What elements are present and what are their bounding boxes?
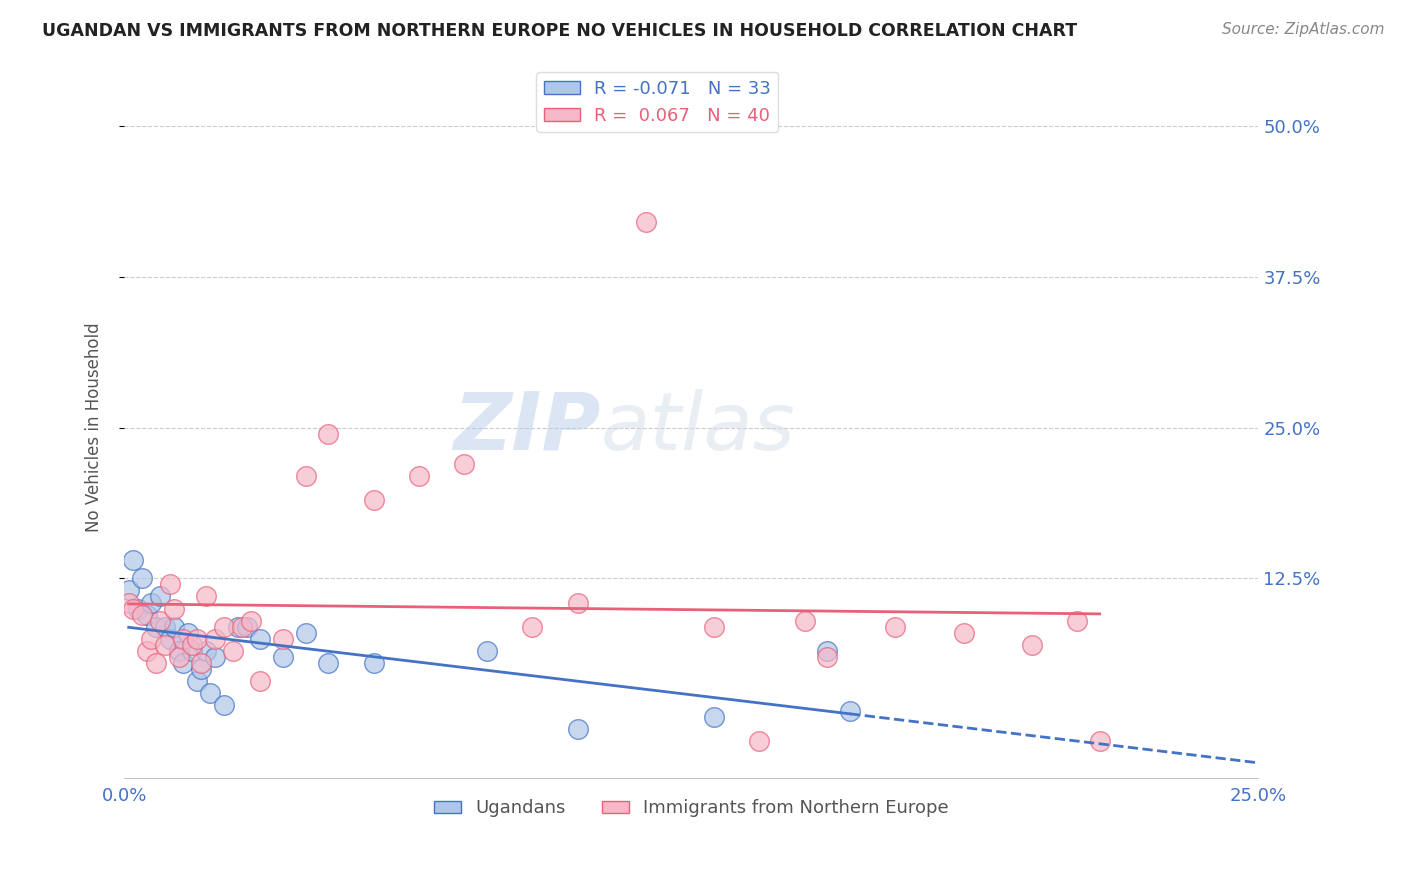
Point	[118, 583, 141, 598]
Point	[363, 656, 385, 670]
Point	[122, 553, 145, 567]
Point	[159, 632, 181, 646]
Point	[167, 649, 190, 664]
Point	[190, 662, 212, 676]
Point	[153, 620, 176, 634]
Point	[475, 644, 498, 658]
Point	[181, 644, 204, 658]
Y-axis label: No Vehicles in Household: No Vehicles in Household	[86, 323, 103, 533]
Point	[163, 620, 186, 634]
Point	[204, 632, 226, 646]
Point	[271, 632, 294, 646]
Point	[815, 644, 838, 658]
Point	[363, 492, 385, 507]
Point	[145, 656, 167, 670]
Legend: Ugandans, Immigrants from Northern Europe: Ugandans, Immigrants from Northern Europ…	[426, 792, 956, 824]
Text: ZIP: ZIP	[453, 389, 600, 467]
Point	[222, 644, 245, 658]
Point	[186, 673, 208, 688]
Point	[408, 468, 430, 483]
Point	[235, 620, 257, 634]
Point	[453, 457, 475, 471]
Point	[172, 632, 194, 646]
Point	[703, 710, 725, 724]
Point	[172, 656, 194, 670]
Point	[149, 590, 172, 604]
Point	[159, 577, 181, 591]
Point	[952, 625, 974, 640]
Point	[249, 632, 271, 646]
Point	[231, 620, 253, 634]
Point	[1066, 614, 1088, 628]
Point	[212, 698, 235, 713]
Point	[240, 614, 263, 628]
Point	[131, 607, 153, 622]
Point	[703, 620, 725, 634]
Point	[249, 673, 271, 688]
Point	[118, 595, 141, 609]
Point	[634, 215, 657, 229]
Point	[294, 468, 316, 483]
Point	[176, 625, 198, 640]
Point	[204, 649, 226, 664]
Point	[141, 595, 163, 609]
Point	[127, 601, 149, 615]
Text: Source: ZipAtlas.com: Source: ZipAtlas.com	[1222, 22, 1385, 37]
Point	[1088, 734, 1111, 748]
Point	[135, 607, 157, 622]
Point	[149, 614, 172, 628]
Point	[163, 601, 186, 615]
Point	[318, 656, 340, 670]
Point	[318, 426, 340, 441]
Point	[294, 625, 316, 640]
Point	[181, 638, 204, 652]
Point	[135, 644, 157, 658]
Point	[271, 649, 294, 664]
Point	[131, 571, 153, 585]
Point	[145, 620, 167, 634]
Point	[884, 620, 907, 634]
Point	[226, 620, 249, 634]
Point	[186, 632, 208, 646]
Point	[122, 601, 145, 615]
Point	[1021, 638, 1043, 652]
Point	[793, 614, 815, 628]
Point	[200, 686, 222, 700]
Point	[567, 723, 589, 737]
Point	[153, 638, 176, 652]
Point	[190, 656, 212, 670]
Point	[748, 734, 770, 748]
Point	[167, 644, 190, 658]
Point	[815, 649, 838, 664]
Text: atlas: atlas	[600, 389, 796, 467]
Text: UGANDAN VS IMMIGRANTS FROM NORTHERN EUROPE NO VEHICLES IN HOUSEHOLD CORRELATION : UGANDAN VS IMMIGRANTS FROM NORTHERN EURO…	[42, 22, 1077, 40]
Point	[194, 590, 217, 604]
Point	[194, 644, 217, 658]
Point	[567, 595, 589, 609]
Point	[141, 632, 163, 646]
Point	[522, 620, 544, 634]
Point	[212, 620, 235, 634]
Point	[839, 704, 862, 718]
